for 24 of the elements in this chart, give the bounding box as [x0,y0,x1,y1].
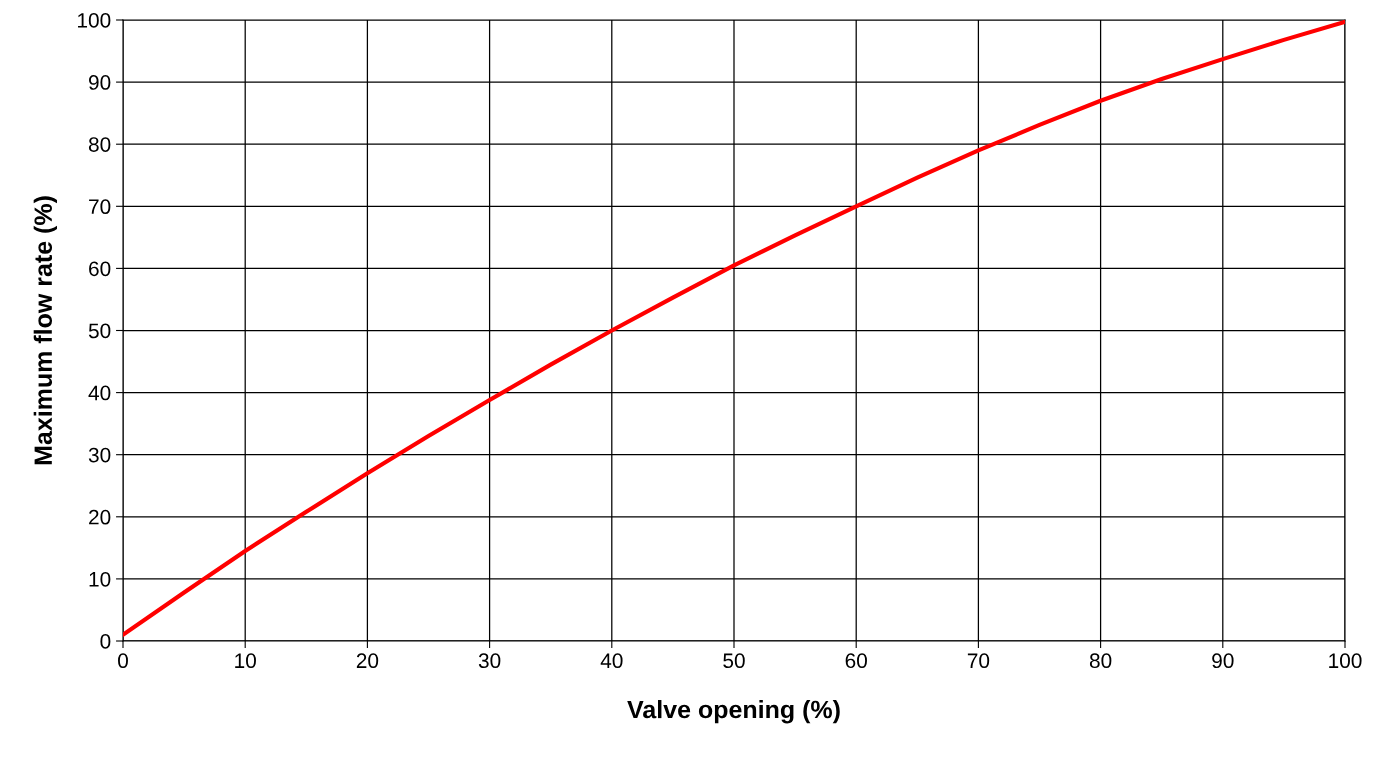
y-tick-label: 50 [88,323,111,339]
x-tick-label: 90 [1212,653,1234,669]
x-tick-label: 50 [723,653,745,669]
x-tick-label: 0 [118,653,128,669]
x-tick-label: 80 [1089,653,1112,669]
x-tick-label: 60 [845,653,867,669]
y-tick-label: 40 [88,385,111,401]
y-tick-label: 80 [88,137,111,152]
x-tick-label: 100 [1329,653,1362,669]
y-tick-label: 30 [88,447,111,463]
y-tick-label: 100 [78,13,111,28]
x-tick-label: 40 [600,653,623,669]
y-tick-label: 20 [89,509,111,525]
x-axis-title: Valve opening (%) [627,700,840,724]
y-tick-label: 10 [89,571,111,587]
y-tick-label: 70 [89,199,111,215]
y-tick-label: 0 [100,634,111,649]
x-tick-label: 20 [356,653,379,669]
y-tick-label: 90 [89,75,111,90]
x-tick-label: 10 [235,653,256,669]
y-axis-title: Maximum flow rate (%) [33,196,57,465]
x-tick-label: 30 [478,653,501,669]
x-tick-label: 70 [967,653,990,669]
y-tick-label: 60 [89,261,111,277]
